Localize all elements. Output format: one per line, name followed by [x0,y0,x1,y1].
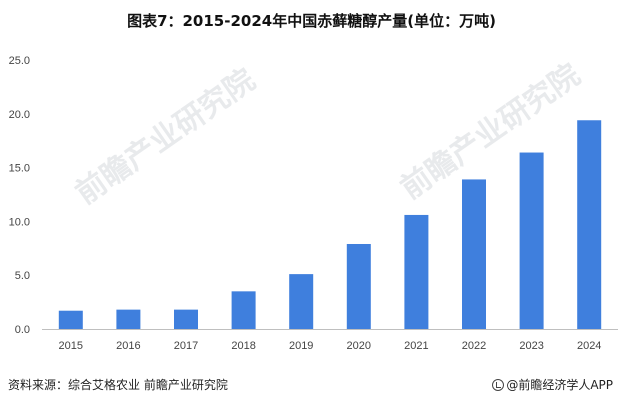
y-axis: 0.0 5.0 10.0 15.0 20.0 25.0 [9,55,30,336]
watermark-text-2: 前瞻产业研究院 [395,57,587,206]
x-tick-label: 2016 [116,340,140,352]
brand-credit-text: @前瞻经济学人APP [506,378,613,392]
bar-2018 [231,291,256,329]
source-note: 资料来源：综合艾格农业 前瞻产业研究院 [8,378,228,392]
bar-2023 [519,152,544,329]
y-tick-label: 20.0 [9,109,30,121]
x-tick-label: 2015 [59,340,83,352]
y-tick-label: 15.0 [9,163,30,175]
chart-title: 图表7：2015-2024年中国赤藓糖醇产量(单位：万吨) [127,12,496,30]
bar-2024 [577,120,602,329]
x-tick-label: 2021 [404,340,428,352]
bar-2022 [462,179,486,329]
bar-2021 [404,214,429,329]
y-tick-label: 10.0 [9,216,30,228]
watermark-text-1: 前瞻产业研究院 [70,62,262,211]
x-tick-label: 2019 [289,340,313,352]
y-tick-label: 5.0 [15,270,30,282]
x-tick-label: 2020 [347,340,371,352]
bar-2020 [346,243,371,329]
bar-2016 [116,309,141,329]
x-tick-label: 2022 [462,340,486,352]
y-tick-label: 0.0 [15,324,30,336]
x-tick-label: 2023 [519,340,543,352]
x-tick-label: 2018 [231,340,255,352]
x-axis: 2015 2016 2017 2018 2019 2020 2021 2022 2023 2024 [59,340,602,352]
bars [58,120,602,329]
x-tick-label: 2024 [577,340,601,352]
brand-credit: @前瞻经济学人APP [492,376,613,393]
bar-2017 [174,309,198,329]
bar-2015 [58,310,83,329]
brand-logo-icon [492,379,505,391]
x-tick-label: 2017 [174,340,198,352]
y-tick-label: 25.0 [9,55,30,67]
watermark-layer: 前瞻产业研究院 前瞻产业研究院 [70,57,587,211]
bar-2019 [289,274,314,329]
